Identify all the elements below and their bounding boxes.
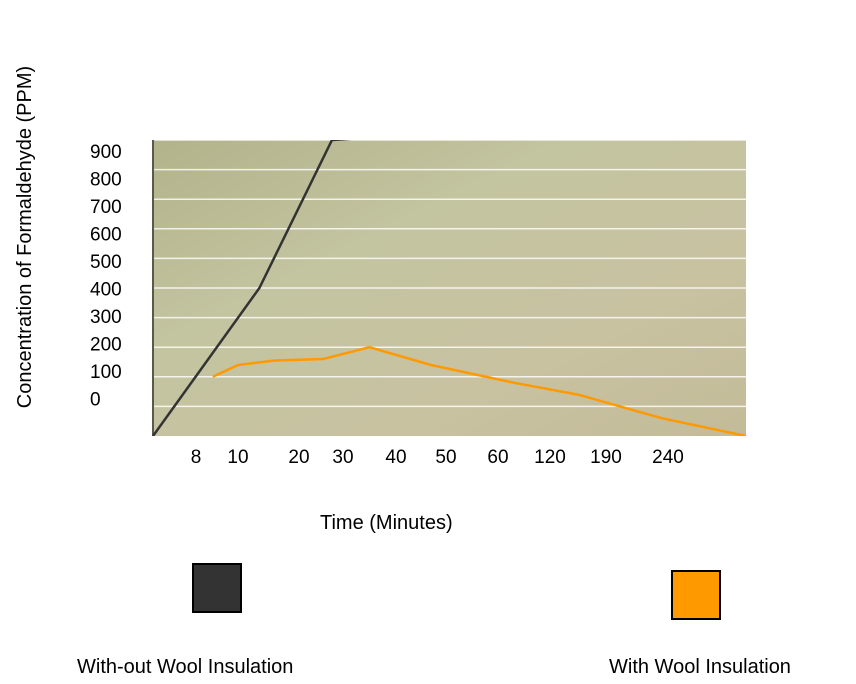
x-tick-labels: 8 10 20 30 40 50 60 120 190 240	[191, 447, 684, 468]
x-tick-label: 20	[288, 447, 309, 468]
y-tick-label: 500	[90, 252, 122, 273]
x-tick-label: 8	[191, 447, 202, 468]
y-tick-label: 0	[90, 390, 101, 411]
x-tick-label: 10	[227, 447, 248, 468]
x-tick-label: 30	[332, 447, 353, 468]
y-tick-labels: 900 800 700 600 500 400 300 200 100 0	[90, 142, 122, 411]
y-tick-label: 700	[90, 197, 122, 218]
x-axis-label: Time (Minutes)	[320, 512, 453, 535]
x-tick-label: 40	[385, 447, 406, 468]
legend-label-without-wool: With-out Wool Insulation	[77, 656, 293, 679]
x-tick-label: 50	[435, 447, 456, 468]
y-tick-label: 100	[90, 362, 122, 383]
y-axis-label: Concentration of Formaldehyde (PPM)	[14, 66, 36, 408]
y-tick-label: 800	[90, 170, 122, 191]
legend-label-with-wool: With Wool Insulation	[609, 656, 791, 679]
x-tick-label: 120	[534, 447, 566, 468]
y-tick-label: 600	[90, 225, 122, 246]
y-tick-label: 200	[90, 335, 122, 356]
legend-swatch-with-wool	[671, 570, 721, 620]
y-tick-label: 300	[90, 307, 122, 328]
x-tick-label: 240	[652, 447, 684, 468]
x-tick-label: 190	[590, 447, 622, 468]
x-tick-label: 60	[487, 447, 508, 468]
y-tick-label: 900	[90, 142, 122, 163]
y-tick-label: 400	[90, 280, 122, 301]
legend-swatch-without-wool	[192, 563, 242, 613]
